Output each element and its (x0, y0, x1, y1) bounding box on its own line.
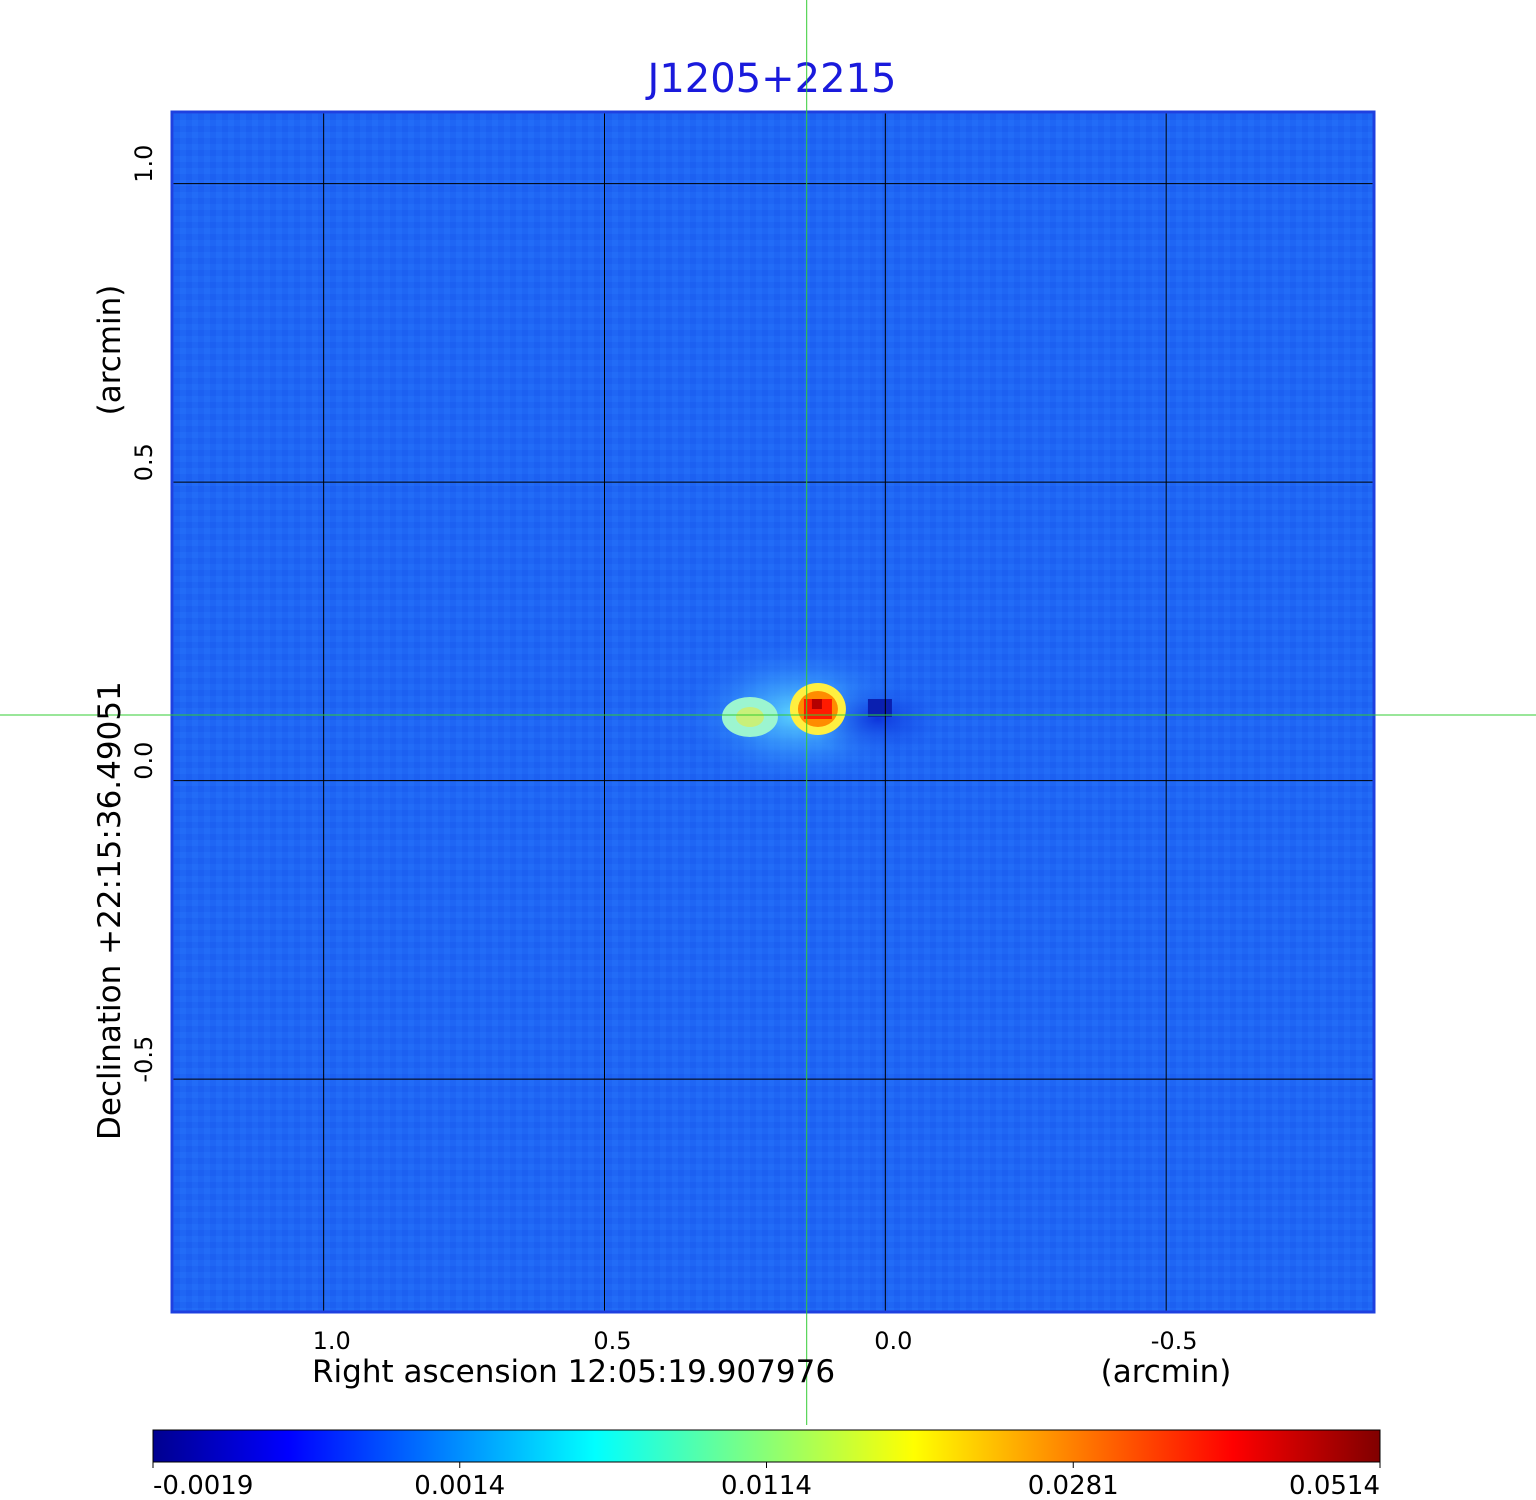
x-tick-label: 0.5 (593, 1327, 631, 1355)
colorbar-tick-label: -0.0019 (153, 1471, 253, 1500)
colorbar-tick-label: 0.0281 (1028, 1471, 1119, 1500)
y-axis-unit: (arcmin) (92, 285, 128, 416)
image-frame (170, 110, 1376, 1314)
source-peak (811, 699, 822, 710)
x-tick-label: 1.0 (313, 1327, 351, 1355)
radio-source (677, 639, 948, 790)
coordinate-grid (172, 112, 1374, 1312)
colorbar-tick-label: 0.0514 (1289, 1471, 1380, 1500)
x-axis-unit: (arcmin) (1101, 1354, 1232, 1390)
colorbar: -0.0019 0.0014 0.0114 0.0281 0.0514 (152, 1429, 1381, 1500)
secondary-component-core (735, 707, 764, 728)
x-tick-labels: 1.0 0.5 0.0 -0.5 (313, 1327, 1198, 1355)
negative-pixel (867, 699, 892, 718)
y-tick-label: 0.0 (130, 742, 158, 780)
y-tick-label: 1.0 (130, 145, 158, 183)
colorbar-tick-label: 0.0114 (721, 1471, 812, 1500)
y-tick-labels: 1.0 0.5 0.0 -0.5 (130, 145, 158, 1083)
x-tick-label: -0.5 (1151, 1327, 1198, 1355)
chart-title: J1205+2215 (645, 56, 897, 102)
colorbar-ramp (152, 1429, 1381, 1463)
x-tick-label: 0.0 (874, 1327, 912, 1355)
colorbar-tick-label: 0.0014 (414, 1471, 505, 1500)
y-tick-label: -0.5 (130, 1036, 158, 1083)
image-panel[interactable] (170, 110, 1376, 1314)
colorbar-tick-labels: -0.0019 0.0014 0.0114 0.0281 0.0514 (152, 1462, 1381, 1500)
crosshair (0, 0, 1536, 1425)
y-tick-label: 0.5 (130, 443, 158, 481)
y-axis-label: Declination +22:15:36.49051 (92, 681, 128, 1140)
x-axis-label: Right ascension 12:05:19.907976 (312, 1354, 835, 1390)
